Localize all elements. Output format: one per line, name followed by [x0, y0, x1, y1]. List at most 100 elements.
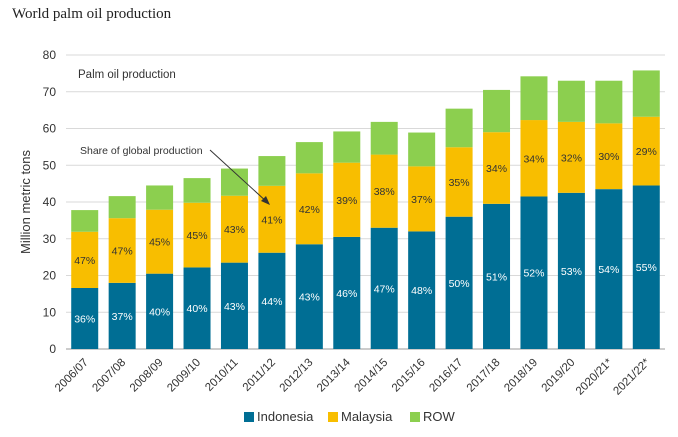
- x-tick-label: 2012/13: [278, 357, 316, 395]
- y-axis-ticks: 0 10 20 30 40 50 60 70 80: [43, 48, 57, 356]
- y-tick-label: 10: [43, 305, 57, 319]
- y-tick-label: 40: [43, 195, 57, 209]
- data-label: 47%: [74, 255, 95, 267]
- x-tick-label: 2011/12: [241, 357, 278, 394]
- data-label: 51%: [486, 271, 507, 283]
- bar-row-201112: [258, 156, 286, 186]
- legend-swatch-malaysia: [328, 412, 338, 422]
- data-label: 54%: [598, 264, 619, 276]
- bar-row-200607: [71, 210, 99, 232]
- data-label: 29%: [636, 146, 657, 158]
- y-tick-label: 30: [43, 232, 57, 246]
- bar-indonesia-202122: [632, 185, 660, 349]
- bar-row-201920: [557, 80, 585, 122]
- bar-malaysia-201718: [483, 132, 511, 204]
- data-label: 36%: [74, 313, 95, 325]
- chart-title: World palm oil production: [12, 6, 172, 22]
- data-label: 41%: [261, 214, 282, 226]
- data-label: 46%: [336, 288, 357, 300]
- y-tick-label: 60: [43, 122, 57, 136]
- data-label: 43%: [224, 301, 245, 313]
- x-tick-label: 2010/11: [203, 357, 240, 394]
- bar-row-200809: [146, 185, 174, 210]
- data-label: 37%: [411, 194, 432, 206]
- data-label: 43%: [299, 292, 320, 304]
- data-label: 47%: [112, 246, 133, 258]
- x-tick-label: 2020/21*: [574, 356, 615, 397]
- x-tick-label: 2017/18: [465, 357, 503, 395]
- bar-malaysia-200809: [146, 209, 174, 274]
- data-label: 34%: [486, 163, 507, 175]
- bar-malaysia-200708: [108, 218, 136, 283]
- bar-row-201011: [220, 168, 248, 196]
- bar-indonesia-201011: [220, 262, 248, 349]
- bar-malaysia-201112: [258, 185, 286, 253]
- bar-row-201718: [483, 89, 511, 133]
- bar-indonesia-201516: [408, 231, 436, 349]
- data-label: 55%: [636, 262, 657, 274]
- legend: Indonesia Malaysia ROW: [244, 409, 456, 424]
- data-label: 48%: [411, 285, 432, 297]
- y-tick-label: 70: [43, 85, 57, 99]
- bar-malaysia-201920: [557, 121, 585, 193]
- bar-indonesia-200809: [146, 273, 174, 349]
- data-label: 45%: [149, 237, 170, 249]
- bar-indonesia-200910: [183, 267, 211, 349]
- bar-row-201819: [520, 76, 548, 121]
- x-tick-label: 2015/16: [390, 357, 428, 395]
- data-label: 35%: [449, 177, 470, 189]
- bar-row-201617: [445, 108, 473, 148]
- bar-row-201213: [295, 142, 323, 174]
- legend-swatch-indonesia: [244, 412, 254, 422]
- data-label: 39%: [336, 195, 357, 207]
- bar-indonesia-201415: [370, 227, 398, 349]
- bar-row-201415: [370, 121, 398, 155]
- bar-malaysia-201617: [445, 147, 473, 217]
- y-tick-label: 20: [43, 269, 57, 283]
- data-label: 37%: [112, 311, 133, 323]
- data-label: 30%: [598, 151, 619, 163]
- data-label: 45%: [187, 230, 208, 242]
- x-tick-label: 2009/10: [165, 357, 203, 395]
- bar-malaysia-201819: [520, 120, 548, 197]
- x-tick-label: 2014/15: [352, 357, 390, 395]
- bar-indonesia-201718: [483, 203, 511, 349]
- bar-indonesia-202021: [595, 189, 623, 349]
- bar-indonesia-200708: [108, 282, 136, 349]
- data-label: 40%: [149, 306, 170, 318]
- bar-indonesia-201213: [295, 244, 323, 349]
- data-label: 32%: [561, 152, 582, 164]
- bar-indonesia-200607: [71, 287, 99, 349]
- y-tick-label: 80: [43, 48, 57, 62]
- bar-row-202021: [595, 80, 623, 124]
- bar-row-200708: [108, 196, 136, 219]
- bar-malaysia-200910: [183, 202, 211, 268]
- bar-indonesia-201617: [445, 216, 473, 349]
- legend-swatch-row: [410, 412, 420, 422]
- legend-label-malaysia: Malaysia: [341, 409, 393, 424]
- data-label: 50%: [449, 278, 470, 290]
- data-label: 38%: [374, 186, 395, 198]
- bar-malaysia-202021: [595, 123, 623, 190]
- legend-label-row: ROW: [423, 409, 456, 424]
- legend-label-indonesia: Indonesia: [257, 409, 314, 424]
- bar-malaysia-201213: [295, 173, 323, 245]
- bars: 36% 47% 37% 47% 40% 45% 40% 45% 43% 43% 44% 41% 43% 4…: [71, 70, 660, 349]
- y-axis-label: Million metric tons: [18, 149, 33, 254]
- x-tick-label: 2007/08: [90, 357, 128, 395]
- bar-malaysia-201415: [370, 154, 398, 228]
- bar-malaysia-200607: [71, 231, 99, 288]
- data-label: 34%: [523, 153, 544, 165]
- x-tick-label: 2021/22*: [611, 356, 652, 397]
- annotation-arrow: [209, 149, 270, 205]
- x-tick-label: 2019/20: [540, 357, 578, 395]
- bar-indonesia-201819: [520, 196, 548, 349]
- data-label: 53%: [561, 266, 582, 278]
- y-tick-label: 50: [43, 158, 57, 172]
- data-label: 40%: [187, 303, 208, 315]
- x-tick-label: 2008/09: [128, 357, 166, 395]
- bar-indonesia-201112: [258, 252, 286, 349]
- data-label: 44%: [261, 296, 282, 308]
- chart-subtitle: Palm oil production: [78, 69, 176, 81]
